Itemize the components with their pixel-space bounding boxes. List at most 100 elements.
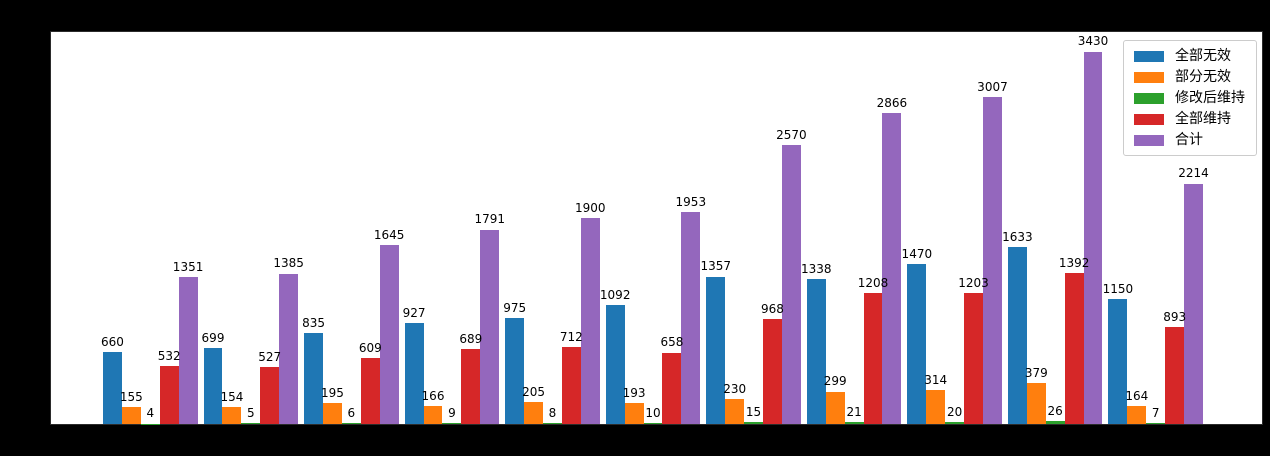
- bar-value-label: 8: [548, 405, 557, 420]
- bar-series-0: 1357: [700, 260, 731, 424]
- bar-series-3: 658: [660, 336, 683, 424]
- bar-series-2: 20: [945, 405, 965, 424]
- bar-series-3: 689: [459, 332, 482, 424]
- bar-slot: 7: [1146, 32, 1166, 424]
- bar-value-label: 15: [745, 405, 762, 420]
- bar-value-label: 1953: [675, 194, 707, 209]
- bar-series-2: 5: [241, 407, 261, 424]
- bar-series-1: 314: [924, 373, 947, 424]
- bar-series-1: 164: [1125, 389, 1148, 424]
- bar-slot: 9: [442, 32, 462, 424]
- bar-series-4: 3430: [1078, 35, 1108, 424]
- bar-series-3: 1208: [858, 276, 888, 424]
- bar-slot: 699: [201, 32, 225, 424]
- bar-series-0: 927: [403, 306, 426, 424]
- legend-swatch-icon: [1134, 50, 1164, 62]
- legend-entry-label: 部分无效: [1175, 69, 1231, 86]
- bar-slot: 893: [1163, 32, 1187, 424]
- bar-slot: 166: [422, 32, 444, 424]
- bar-series-2: 8: [543, 406, 562, 424]
- bar-value-label: 658: [660, 335, 684, 350]
- bar-group: 975 205 8 712 1900: [503, 32, 606, 424]
- bar-series-3: 968: [761, 302, 784, 424]
- bar-slot: 155: [120, 32, 143, 424]
- bar-value-label: 699: [201, 330, 225, 345]
- bar-series-2: 7: [1146, 406, 1166, 424]
- bar-value-label: 532: [157, 349, 181, 364]
- bar-series-2: 26: [1045, 404, 1065, 424]
- bar-value-label: 1203: [958, 276, 989, 291]
- bar-series-4: 1791: [474, 213, 505, 424]
- bar-series-4: 1351: [173, 260, 203, 424]
- bar-slot: 527: [258, 32, 281, 424]
- legend-entry-label: 修改后维持: [1175, 90, 1245, 107]
- bar-value-label: 9: [448, 405, 456, 420]
- bar-value-label: 155: [119, 389, 143, 404]
- bar-series-4: 2570: [776, 128, 807, 424]
- bar-value-label: 154: [220, 390, 244, 405]
- bar-value-label: 10: [645, 405, 661, 420]
- bar-slot: 15: [744, 32, 763, 424]
- bar-value-label: 712: [559, 329, 583, 344]
- bar-group: 1338 299 21 1208 2866: [801, 32, 907, 424]
- bar-series-3: 527: [258, 350, 281, 424]
- bar-value-label: 1385: [273, 256, 304, 271]
- bar-group: 835 195 6 609 1645: [302, 32, 404, 424]
- bar-series-0: 1338: [801, 262, 832, 424]
- bar-series-2: 10: [643, 406, 663, 424]
- bar-slot: 205: [522, 32, 545, 424]
- bar-value-label: 299: [823, 374, 847, 389]
- bar-series-3: 1203: [958, 276, 989, 424]
- bar-value-label: 968: [761, 301, 784, 316]
- bar-slot: 1150: [1103, 32, 1133, 424]
- bar-slot: 3007: [977, 32, 1008, 424]
- bar-group: 1470 314 20 1203 3007: [902, 32, 1008, 424]
- bar-series-4: 1900: [575, 201, 606, 424]
- bar-series-0: 1470: [902, 248, 932, 424]
- bar-series-4: 1953: [676, 195, 706, 424]
- bar-value-label: 1392: [1058, 255, 1090, 270]
- bar-series-1: 155: [120, 390, 143, 424]
- bar-slot: 6: [341, 32, 361, 424]
- bar-slot: 1392: [1059, 32, 1089, 424]
- bar-slot: 1900: [575, 32, 606, 424]
- bar-group: 660 155 4 532 1351: [101, 32, 203, 424]
- bar-slot: 927: [403, 32, 426, 424]
- bar-slot: 230: [723, 32, 746, 424]
- bar-slot: 1645: [374, 32, 404, 424]
- bar-value-label: 893: [1163, 309, 1187, 324]
- legend-entry: 部分无效: [1134, 69, 1245, 85]
- bar-slot: 1953: [676, 32, 706, 424]
- legend-entry: 合计: [1134, 132, 1245, 148]
- bar-slot: 1357: [700, 32, 731, 424]
- bar-slot: 1791: [474, 32, 505, 424]
- bar-series-1: 154: [220, 390, 243, 424]
- bar-series-1: 205: [522, 385, 545, 424]
- bar-series-4: 3007: [977, 81, 1008, 424]
- bar-value-label: 1092: [599, 288, 631, 303]
- bar-series-1: 299: [824, 375, 847, 424]
- bar-series-2: 15: [744, 405, 763, 424]
- bar-value-label: 1357: [700, 259, 732, 274]
- bar-series-1: 166: [422, 389, 444, 424]
- bar-series-3: 712: [560, 330, 583, 424]
- bar-slot: 299: [824, 32, 847, 424]
- bar-slot: 3430: [1078, 32, 1108, 424]
- bar-slot: 4: [140, 32, 160, 424]
- legend-swatch-icon: [1134, 134, 1164, 146]
- bar-value-label: 609: [358, 340, 382, 355]
- bar-slot: 164: [1125, 32, 1148, 424]
- bar-slot: 1208: [858, 32, 888, 424]
- bar-slot: 379: [1025, 32, 1048, 424]
- bar-value-label: 835: [302, 316, 325, 331]
- bar-slot: 975: [503, 32, 526, 424]
- bar-series-1: 230: [723, 382, 746, 424]
- bar-group: 1092 193 10 658 1953: [600, 32, 706, 424]
- bar-slot: 21: [844, 32, 864, 424]
- legend: 全部无效 部分无效 修改后维持 全部维持 合计: [1123, 40, 1257, 157]
- legend-swatch-icon: [1134, 92, 1164, 104]
- legend-swatch-icon: [1134, 71, 1164, 83]
- bar-series-2: 6: [341, 406, 361, 424]
- bar-series-0: 660: [101, 335, 124, 424]
